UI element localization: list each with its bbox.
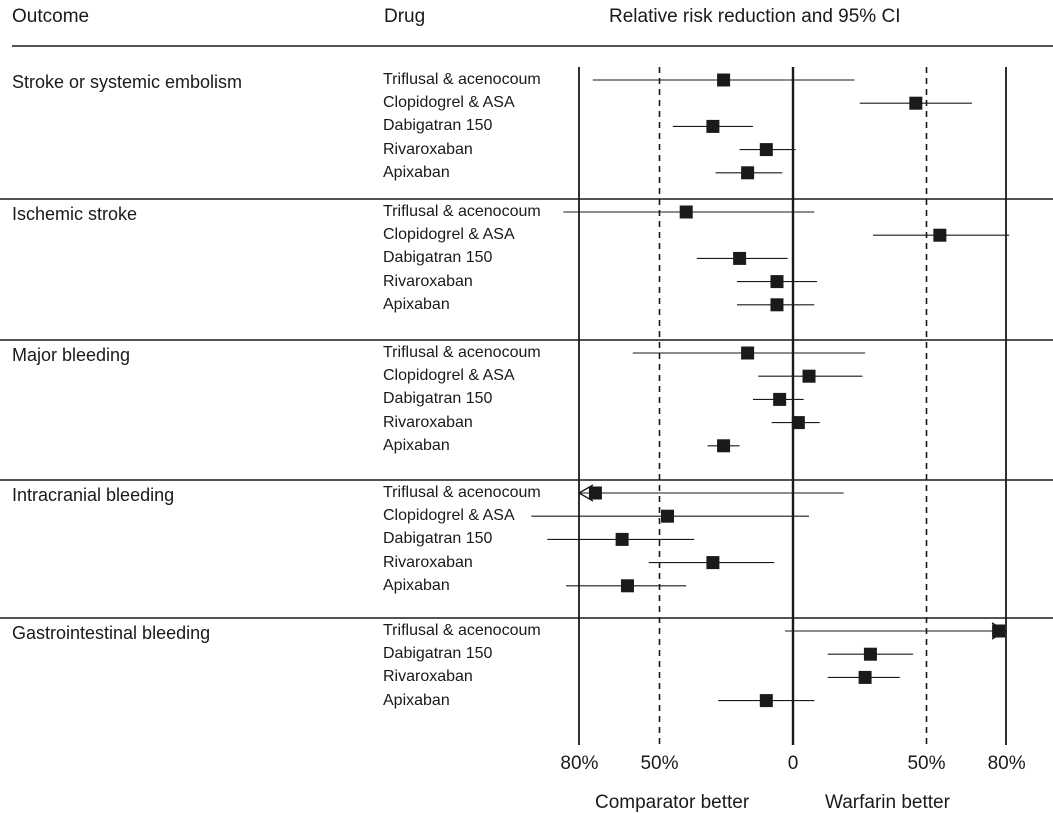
point-estimate-marker bbox=[759, 694, 773, 708]
drug-label: Clopidogrel & ASA bbox=[383, 507, 515, 525]
drug-label: Rivaroxaban bbox=[383, 668, 473, 686]
x-tick-label: 80% bbox=[560, 753, 599, 774]
comparator-better-label: Comparator better bbox=[595, 792, 750, 813]
drug-label: Dabigatran 150 bbox=[383, 249, 493, 267]
x-tick-label: 80% bbox=[987, 753, 1026, 774]
point-estimate-marker bbox=[933, 228, 947, 242]
point-estimate-marker bbox=[741, 166, 755, 180]
point-estimate-marker bbox=[615, 532, 629, 546]
drug-label: Triflusal & acenocoum bbox=[383, 344, 541, 361]
point-estimate-marker bbox=[661, 509, 675, 523]
point-estimate-marker bbox=[717, 73, 731, 87]
drug-label: Dabigatran 150 bbox=[383, 390, 493, 408]
point-estimate-marker bbox=[706, 119, 720, 133]
drug-label: Triflusal & acenocoum bbox=[383, 71, 541, 88]
point-estimate-marker bbox=[733, 251, 747, 265]
drug-label: Apixaban bbox=[383, 436, 450, 454]
point-estimate-marker bbox=[992, 624, 1006, 638]
outcome-label: Stroke or systemic embolism bbox=[12, 72, 243, 92]
drug-label: Clopidogrel & ASA bbox=[383, 94, 515, 112]
ci-arrow-left bbox=[577, 484, 594, 502]
drug-column-header: Drug bbox=[384, 6, 426, 27]
drug-label: Triflusal & acenocoum bbox=[383, 622, 541, 639]
x-tick-label: 50% bbox=[907, 753, 946, 774]
outcome-label: Ischemic stroke bbox=[12, 204, 138, 224]
point-estimate-marker bbox=[858, 670, 872, 684]
drug-label: Apixaban bbox=[383, 576, 450, 594]
point-estimate-marker bbox=[909, 96, 923, 110]
outcome-label: Intracranial bleeding bbox=[12, 485, 175, 505]
drug-label: Clopidogrel & ASA bbox=[383, 367, 515, 385]
point-estimate-marker bbox=[759, 143, 773, 157]
drug-label: Rivaroxaban bbox=[383, 553, 473, 571]
drug-label: Dabigatran 150 bbox=[383, 645, 493, 663]
drug-label: Triflusal & acenocoum bbox=[383, 203, 541, 220]
point-estimate-marker bbox=[791, 416, 805, 430]
drug-label: Apixaban bbox=[383, 163, 450, 181]
x-tick-label: 50% bbox=[640, 753, 679, 774]
point-estimate-marker bbox=[863, 647, 877, 661]
point-estimate-marker bbox=[770, 275, 784, 289]
point-estimate-marker bbox=[770, 298, 784, 312]
point-estimate-marker bbox=[802, 369, 816, 383]
drug-label: Rivaroxaban bbox=[383, 413, 473, 431]
outcome-label: Major bleeding bbox=[12, 345, 131, 365]
point-estimate-marker bbox=[741, 346, 755, 360]
drug-label: Triflusal & acenocoum bbox=[383, 484, 541, 501]
drug-label: Clopidogrel & ASA bbox=[383, 226, 515, 244]
drug-label: Dabigatran 150 bbox=[383, 117, 493, 135]
warfarin-better-label: Warfarin better bbox=[825, 792, 950, 813]
drug-label: Rivaroxaban bbox=[383, 140, 473, 158]
drug-label: Dabigatran 150 bbox=[383, 530, 493, 548]
outcome-column-header: Outcome bbox=[12, 6, 90, 27]
point-estimate-marker bbox=[679, 205, 693, 219]
rrr-column-header: Relative risk reduction and 95% CI bbox=[609, 6, 901, 27]
drug-label: Apixaban bbox=[383, 295, 450, 313]
outcome-label: Gastrointestinal bleeding bbox=[12, 623, 211, 643]
point-estimate-marker bbox=[620, 579, 634, 593]
point-estimate-marker bbox=[588, 486, 602, 500]
point-estimate-marker bbox=[773, 392, 787, 406]
drug-label: Rivaroxaban bbox=[383, 272, 473, 290]
point-estimate-marker bbox=[717, 439, 731, 453]
drug-label: Apixaban bbox=[383, 691, 450, 709]
point-estimate-marker bbox=[706, 556, 720, 570]
x-tick-label: 0 bbox=[787, 753, 799, 774]
